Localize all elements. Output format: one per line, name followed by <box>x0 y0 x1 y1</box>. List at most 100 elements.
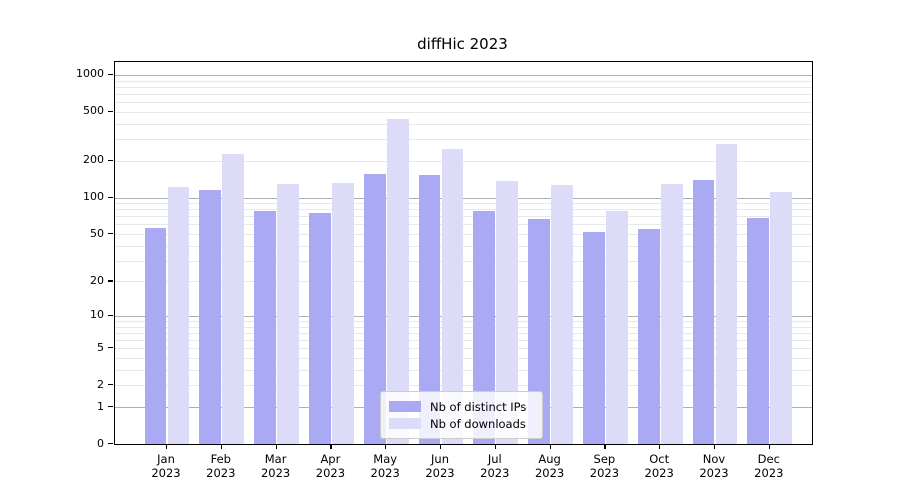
legend-swatch-distinct-ips <box>389 401 421 412</box>
x-tick-mark-dec <box>768 444 770 449</box>
bar-downloads-may <box>386 118 409 444</box>
bar-distinct-ips-jan <box>144 228 167 444</box>
gridline-minor-700 <box>115 94 812 95</box>
x-tick-label-jun: Jun 2023 <box>425 452 455 480</box>
x-tick-mark-jun <box>440 444 442 449</box>
gridline-minor-800 <box>115 86 812 88</box>
x-tick-label-sep: Sep 2023 <box>589 452 620 480</box>
y-tick-mark-50 <box>108 233 113 235</box>
bar-downloads-nov <box>715 143 738 444</box>
y-tick-mark-100 <box>108 196 113 198</box>
gridline-minor-4 <box>115 358 812 359</box>
y-tick-label-200: 200 <box>83 153 104 167</box>
gridline-minor-70 <box>115 216 812 218</box>
y-tick-mark-5 <box>108 347 113 349</box>
x-tick-mark-jul <box>494 444 496 449</box>
gridline-minor-200 <box>115 160 812 162</box>
bar-distinct-ips-feb <box>199 190 222 444</box>
bar-downloads-jun <box>441 148 464 444</box>
gridline-minor-40 <box>115 245 812 247</box>
y-tick-mark-2 <box>108 384 113 386</box>
bar-distinct-ips-jun <box>418 174 441 444</box>
bar-downloads-feb <box>222 153 245 444</box>
x-tick-label-apr: Apr 2023 <box>315 452 346 480</box>
gridline-minor-400 <box>115 123 812 125</box>
x-tick-label-jan: Jan 2023 <box>151 452 181 480</box>
x-tick-mark-aug <box>549 444 551 449</box>
bar-downloads-dec <box>770 192 793 444</box>
bar-distinct-ips-dec <box>747 217 770 444</box>
bar-distinct-ips-aug <box>528 218 550 444</box>
x-tick-mark-oct <box>659 444 661 449</box>
bar-downloads-jan <box>167 186 190 444</box>
y-tick-label-1000: 1000 <box>76 67 104 81</box>
bar-downloads-apr <box>332 183 354 444</box>
gridline-major-1000 <box>115 74 812 76</box>
x-tick-mark-jan <box>166 444 168 449</box>
gridline-minor-500 <box>115 111 812 113</box>
gridline-major-100 <box>115 197 812 199</box>
y-tick-label-20: 20 <box>90 273 104 287</box>
y-tick-label-1: 1 <box>97 399 104 413</box>
x-tick-label-may: May 2023 <box>370 452 400 480</box>
y-tick-mark-500 <box>108 110 113 113</box>
bar-distinct-ips-oct <box>637 229 660 444</box>
y-tick-mark-200 <box>108 159 113 161</box>
bar-distinct-ips-sep <box>583 231 605 444</box>
bar-downloads-aug <box>551 184 573 444</box>
bar-distinct-ips-mar <box>254 211 276 444</box>
y-tick-label-10: 10 <box>90 308 104 322</box>
gridline-minor-2 <box>115 385 812 387</box>
gridline-minor-80 <box>115 209 812 211</box>
x-tick-label-nov: Nov 2023 <box>699 452 729 480</box>
y-tick-label-50: 50 <box>90 226 104 240</box>
x-tick-mark-nov <box>714 444 716 449</box>
gridline-minor-8 <box>115 326 812 328</box>
x-tick-mark-apr <box>330 444 332 449</box>
x-tick-label-jul: Jul 2023 <box>480 452 510 480</box>
gridline-minor-60 <box>115 224 812 226</box>
bar-distinct-ips-jul <box>473 211 496 444</box>
legend-item-downloads: Nb of downloads <box>389 415 532 432</box>
y-tick-label-500: 500 <box>83 104 104 118</box>
x-tick-label-mar: Mar 2023 <box>260 452 291 480</box>
x-tick-label-dec: Dec 2023 <box>754 452 784 480</box>
gridline-minor-300 <box>115 139 812 141</box>
plot-area: Nb of distinct IPs Nb of downloads <box>114 61 813 445</box>
y-tick-mark-0 <box>108 443 113 445</box>
gridline-minor-7 <box>115 332 812 334</box>
gridline-major-10 <box>115 315 812 317</box>
bar-downloads-oct <box>660 183 683 444</box>
legend-label-distinct-ips: Nb of distinct IPs <box>430 399 527 414</box>
gridline-minor-600 <box>115 102 812 104</box>
bar-downloads-mar <box>277 184 299 444</box>
x-tick-mark-sep <box>604 444 606 449</box>
gridline-minor-30 <box>115 260 812 262</box>
y-tick-mark-20 <box>108 280 113 282</box>
x-tick-mark-may <box>385 444 387 449</box>
bar-distinct-ips-apr <box>309 212 331 444</box>
gridline-minor-20 <box>115 281 812 283</box>
gridline-minor-6 <box>115 340 812 342</box>
gridline-minor-50 <box>115 234 812 235</box>
legend-label-downloads: Nb of downloads <box>430 416 526 431</box>
legend-item-distinct-ips: Nb of distinct IPs <box>389 398 532 415</box>
gridline-minor-9 <box>115 321 812 322</box>
legend-swatch-downloads <box>389 418 421 429</box>
gridline-minor-900 <box>115 80 812 82</box>
legend: Nb of distinct IPs Nb of downloads <box>380 391 543 439</box>
y-tick-label-0: 0 <box>97 436 104 450</box>
y-tick-label-100: 100 <box>83 190 104 203</box>
gridline-minor-90 <box>115 203 812 204</box>
x-tick-label-feb: Feb 2023 <box>206 452 236 480</box>
x-tick-mark-feb <box>220 444 222 449</box>
x-tick-label-aug: Aug 2023 <box>534 452 565 480</box>
bar-downloads-jul <box>496 180 519 444</box>
y-tick-mark-1000 <box>108 73 113 76</box>
x-tick-mark-mar <box>275 444 277 449</box>
gridline-minor-3 <box>115 369 812 371</box>
bar-distinct-ips-may <box>363 174 386 444</box>
bar-downloads-sep <box>606 210 628 444</box>
bar-distinct-ips-nov <box>692 180 715 444</box>
